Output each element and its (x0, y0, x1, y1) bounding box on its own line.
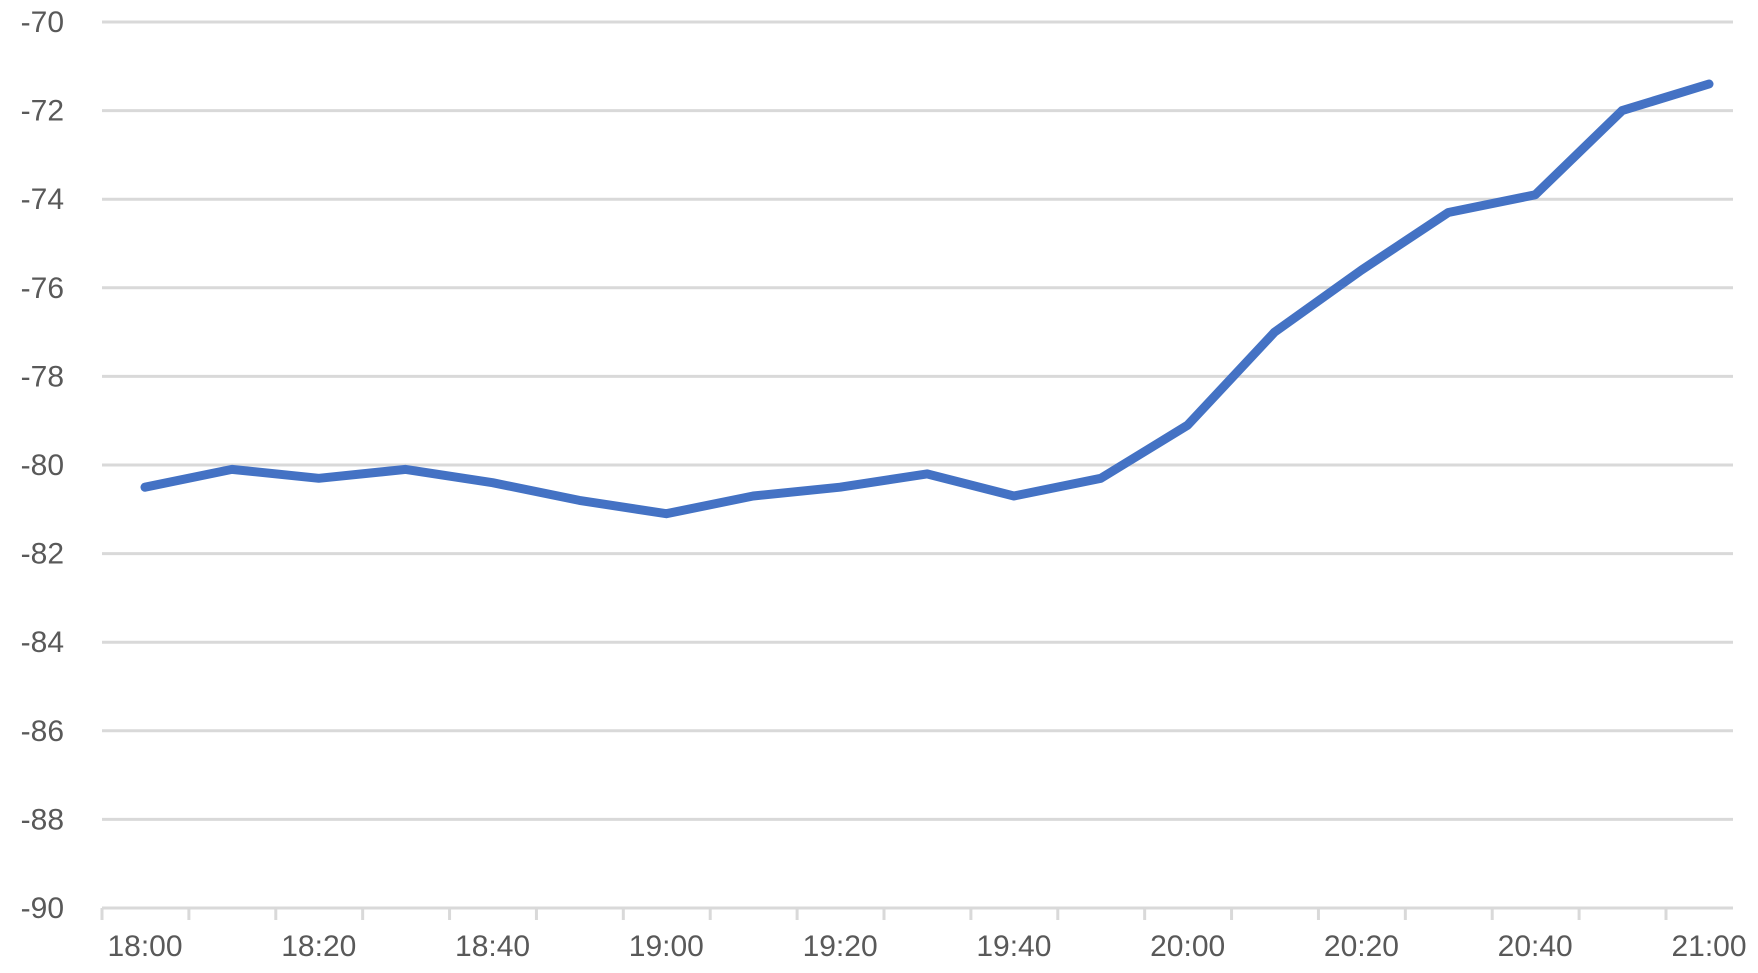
y-tick-label: -80 (21, 449, 64, 482)
y-tick-label: -86 (21, 715, 64, 748)
x-tick-label: 19:40 (976, 930, 1051, 963)
x-tick-label: 21:00 (1671, 930, 1746, 963)
y-tick-label: -70 (21, 6, 64, 39)
x-tick-label: 18:00 (107, 930, 182, 963)
series-line (140, 79, 1714, 519)
series-layer (140, 79, 1714, 519)
y-tick-label: -72 (21, 95, 64, 128)
y-tick-label: -74 (21, 183, 64, 216)
x-tick-label: 20:20 (1324, 930, 1399, 963)
y-tick-label: -90 (21, 892, 64, 925)
x-tick-label: 20:40 (1498, 930, 1573, 963)
y-tick-label: -78 (21, 360, 64, 393)
x-tick-label: 18:20 (281, 930, 356, 963)
x-tick-label: 20:00 (1150, 930, 1225, 963)
y-tick-label: -76 (21, 272, 64, 305)
y-tick-label: -88 (21, 803, 64, 836)
gridlines (102, 20, 1733, 821)
y-tick-labels: -70 -72 -74 -76 -78 -80 -82 -84 -86 -88 -90 (21, 6, 64, 925)
x-tick-labels: 18:00 18:20 18:40 19:00 19:20 19:40 20:00 20:20… (107, 930, 1746, 963)
x-tick-label: 19:20 (803, 930, 878, 963)
x-tick-label: 18:40 (455, 930, 530, 963)
x-tick-label: 19:00 (629, 930, 704, 963)
x-axis (100, 906, 1733, 920)
y-tick-label: -84 (21, 626, 64, 659)
y-tick-label: -82 (21, 538, 64, 571)
